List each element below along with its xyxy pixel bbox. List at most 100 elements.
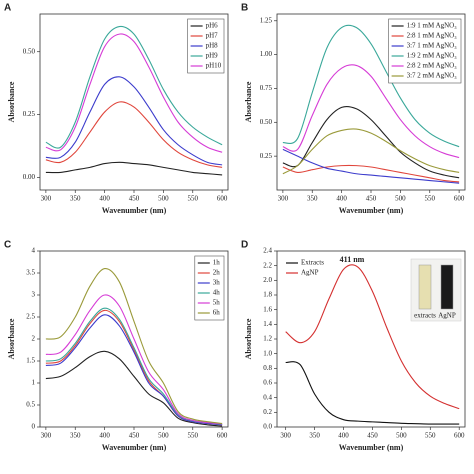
y-tick-label: 1.4 [263, 320, 272, 328]
data-line [285, 264, 460, 410]
y-tick-label: 0.50 [23, 47, 36, 55]
legend-label: 1h [213, 259, 221, 267]
legend-label: 3h [213, 279, 221, 287]
x-tick-label: 550 [425, 432, 436, 440]
x-tick-label: 400 [336, 195, 347, 203]
annotation: 411 nm [340, 255, 365, 264]
legend: 1:9 1 mM AgNO₃ 2:8 1 mM AgNO₃ 3:7 1 mM AgN… [388, 18, 462, 84]
x-tick-label: 350 [307, 195, 318, 203]
x-tick-label: 600 [454, 195, 465, 203]
inset-label: extracts [414, 312, 436, 320]
data-line [45, 161, 223, 176]
legend: Extracts AgNP [286, 259, 324, 277]
legend-label: 6h [213, 309, 221, 317]
x-tick-label: 500 [396, 432, 407, 440]
y-tick-label: 4 [32, 247, 36, 255]
data-line [282, 64, 460, 159]
x-axis-label: Wavenumber (nm) [102, 443, 167, 452]
data-line [45, 294, 223, 425]
legend-label: 2h [213, 269, 221, 277]
x-axis-label: Wavenumber (nm) [339, 206, 404, 215]
y-tick-label: 2.5 [26, 313, 35, 321]
legend-label: 3:7 1 mM AgNO₃ [407, 42, 458, 50]
legend: pH6 pH7 pH8 pH9 pH10 [187, 18, 225, 74]
x-tick-label: 600 [217, 195, 228, 203]
panel-label: B [241, 3, 248, 14]
y-tick-label: 0.25 [260, 152, 273, 160]
legend-label: 5h [213, 299, 221, 307]
y-tick-label: 0.75 [260, 84, 273, 92]
data-line [45, 350, 223, 427]
panel: A 300 350 400 450 500 550 600 0.00 0.25 0.50 Wavenu… [4, 3, 229, 215]
y-tick-label: 1.6 [263, 305, 272, 313]
x-tick-label: 600 [217, 432, 228, 440]
y-tick-label: 1.2 [263, 335, 272, 343]
x-tick-label: 300 [278, 195, 289, 203]
y-tick-label: 0.6 [263, 379, 272, 387]
legend-label: 2:8 1 mM AgNO₃ [407, 32, 458, 40]
y-axis-label: Absorbance [244, 81, 253, 122]
y-tick-label: 0.25 [23, 110, 36, 118]
y-tick-label: 1.00 [260, 50, 273, 58]
data-line [45, 314, 223, 426]
y-axis-label: Absorbance [7, 318, 16, 359]
y-tick-label: 2 [32, 335, 36, 343]
data-line [285, 361, 460, 425]
y-tick-label: 1.0 [263, 349, 272, 357]
y-tick-label: 0.0 [263, 423, 272, 431]
y-tick-label: 0 [32, 423, 36, 431]
panel: D 300 350 400 450 500 550 600 0.0 0.2 0.4 0.6 0.8 1.0… [241, 240, 466, 452]
x-tick-label: 350 [70, 195, 81, 203]
x-tick-label: 450 [367, 432, 378, 440]
data-line [45, 76, 223, 166]
y-tick-label: 0.4 [263, 393, 272, 401]
panel-label: C [4, 240, 11, 251]
y-tick-label: 1.8 [263, 291, 272, 299]
legend-label: Extracts [301, 259, 324, 267]
panel: C 300 350 400 450 500 550 600 0 0.5 1 1.5 2 2.5 3 3.5 4 W… [4, 240, 229, 452]
legend-label: pH6 [206, 22, 219, 30]
data-line [282, 24, 460, 148]
y-tick-label: 3.5 [26, 269, 35, 277]
data-line [45, 307, 223, 425]
x-tick-label: 300 [41, 432, 52, 440]
x-tick-label: 550 [425, 195, 436, 203]
x-tick-label: 300 [41, 195, 52, 203]
x-tick-label: 500 [158, 195, 169, 203]
x-tick-label: 400 [338, 432, 349, 440]
x-axis-label: Wavenumber (nm) [102, 206, 167, 215]
legend-label: 1:9 2 mM AgNO₃ [407, 52, 458, 60]
legend-box [194, 255, 225, 321]
data-line [282, 128, 460, 175]
x-tick-label: 500 [158, 432, 169, 440]
legend-label: 2:8 2 mM AgNO₃ [407, 62, 458, 70]
legend-label: pH8 [206, 42, 219, 50]
vial-extracts [418, 264, 432, 310]
x-tick-label: 450 [366, 195, 377, 203]
y-tick-label: 0.8 [263, 364, 272, 372]
x-tick-label: 550 [188, 195, 199, 203]
x-tick-label: 350 [70, 432, 81, 440]
y-tick-label: 1.5 [26, 357, 35, 365]
y-tick-label: 1.25 [260, 16, 273, 24]
legend-label: 4h [213, 289, 221, 297]
y-tick-label: 3 [32, 291, 36, 299]
x-tick-label: 600 [454, 432, 465, 440]
x-tick-label: 450 [129, 195, 140, 203]
data-line [282, 148, 460, 184]
y-axis-label: Absorbance [7, 81, 16, 122]
x-tick-label: 350 [309, 432, 320, 440]
legend-label: pH7 [206, 32, 219, 40]
y-tick-label: 0.2 [263, 408, 272, 416]
x-axis-label: Wavenumber (nm) [339, 443, 404, 452]
legend-label: pH10 [206, 62, 222, 70]
y-tick-label: 0.50 [260, 118, 273, 126]
panel: B 300 350 400 450 500 550 600 0.25 0.50 0.75 1.00 1.… [241, 3, 466, 215]
y-tick-label: 2.4 [263, 247, 272, 255]
panel-label: A [4, 3, 11, 14]
x-tick-label: 450 [129, 432, 140, 440]
y-tick-label: 2.2 [263, 261, 272, 269]
y-tick-label: 2.0 [263, 276, 272, 284]
legend-box [388, 18, 462, 84]
data-line [45, 33, 223, 153]
